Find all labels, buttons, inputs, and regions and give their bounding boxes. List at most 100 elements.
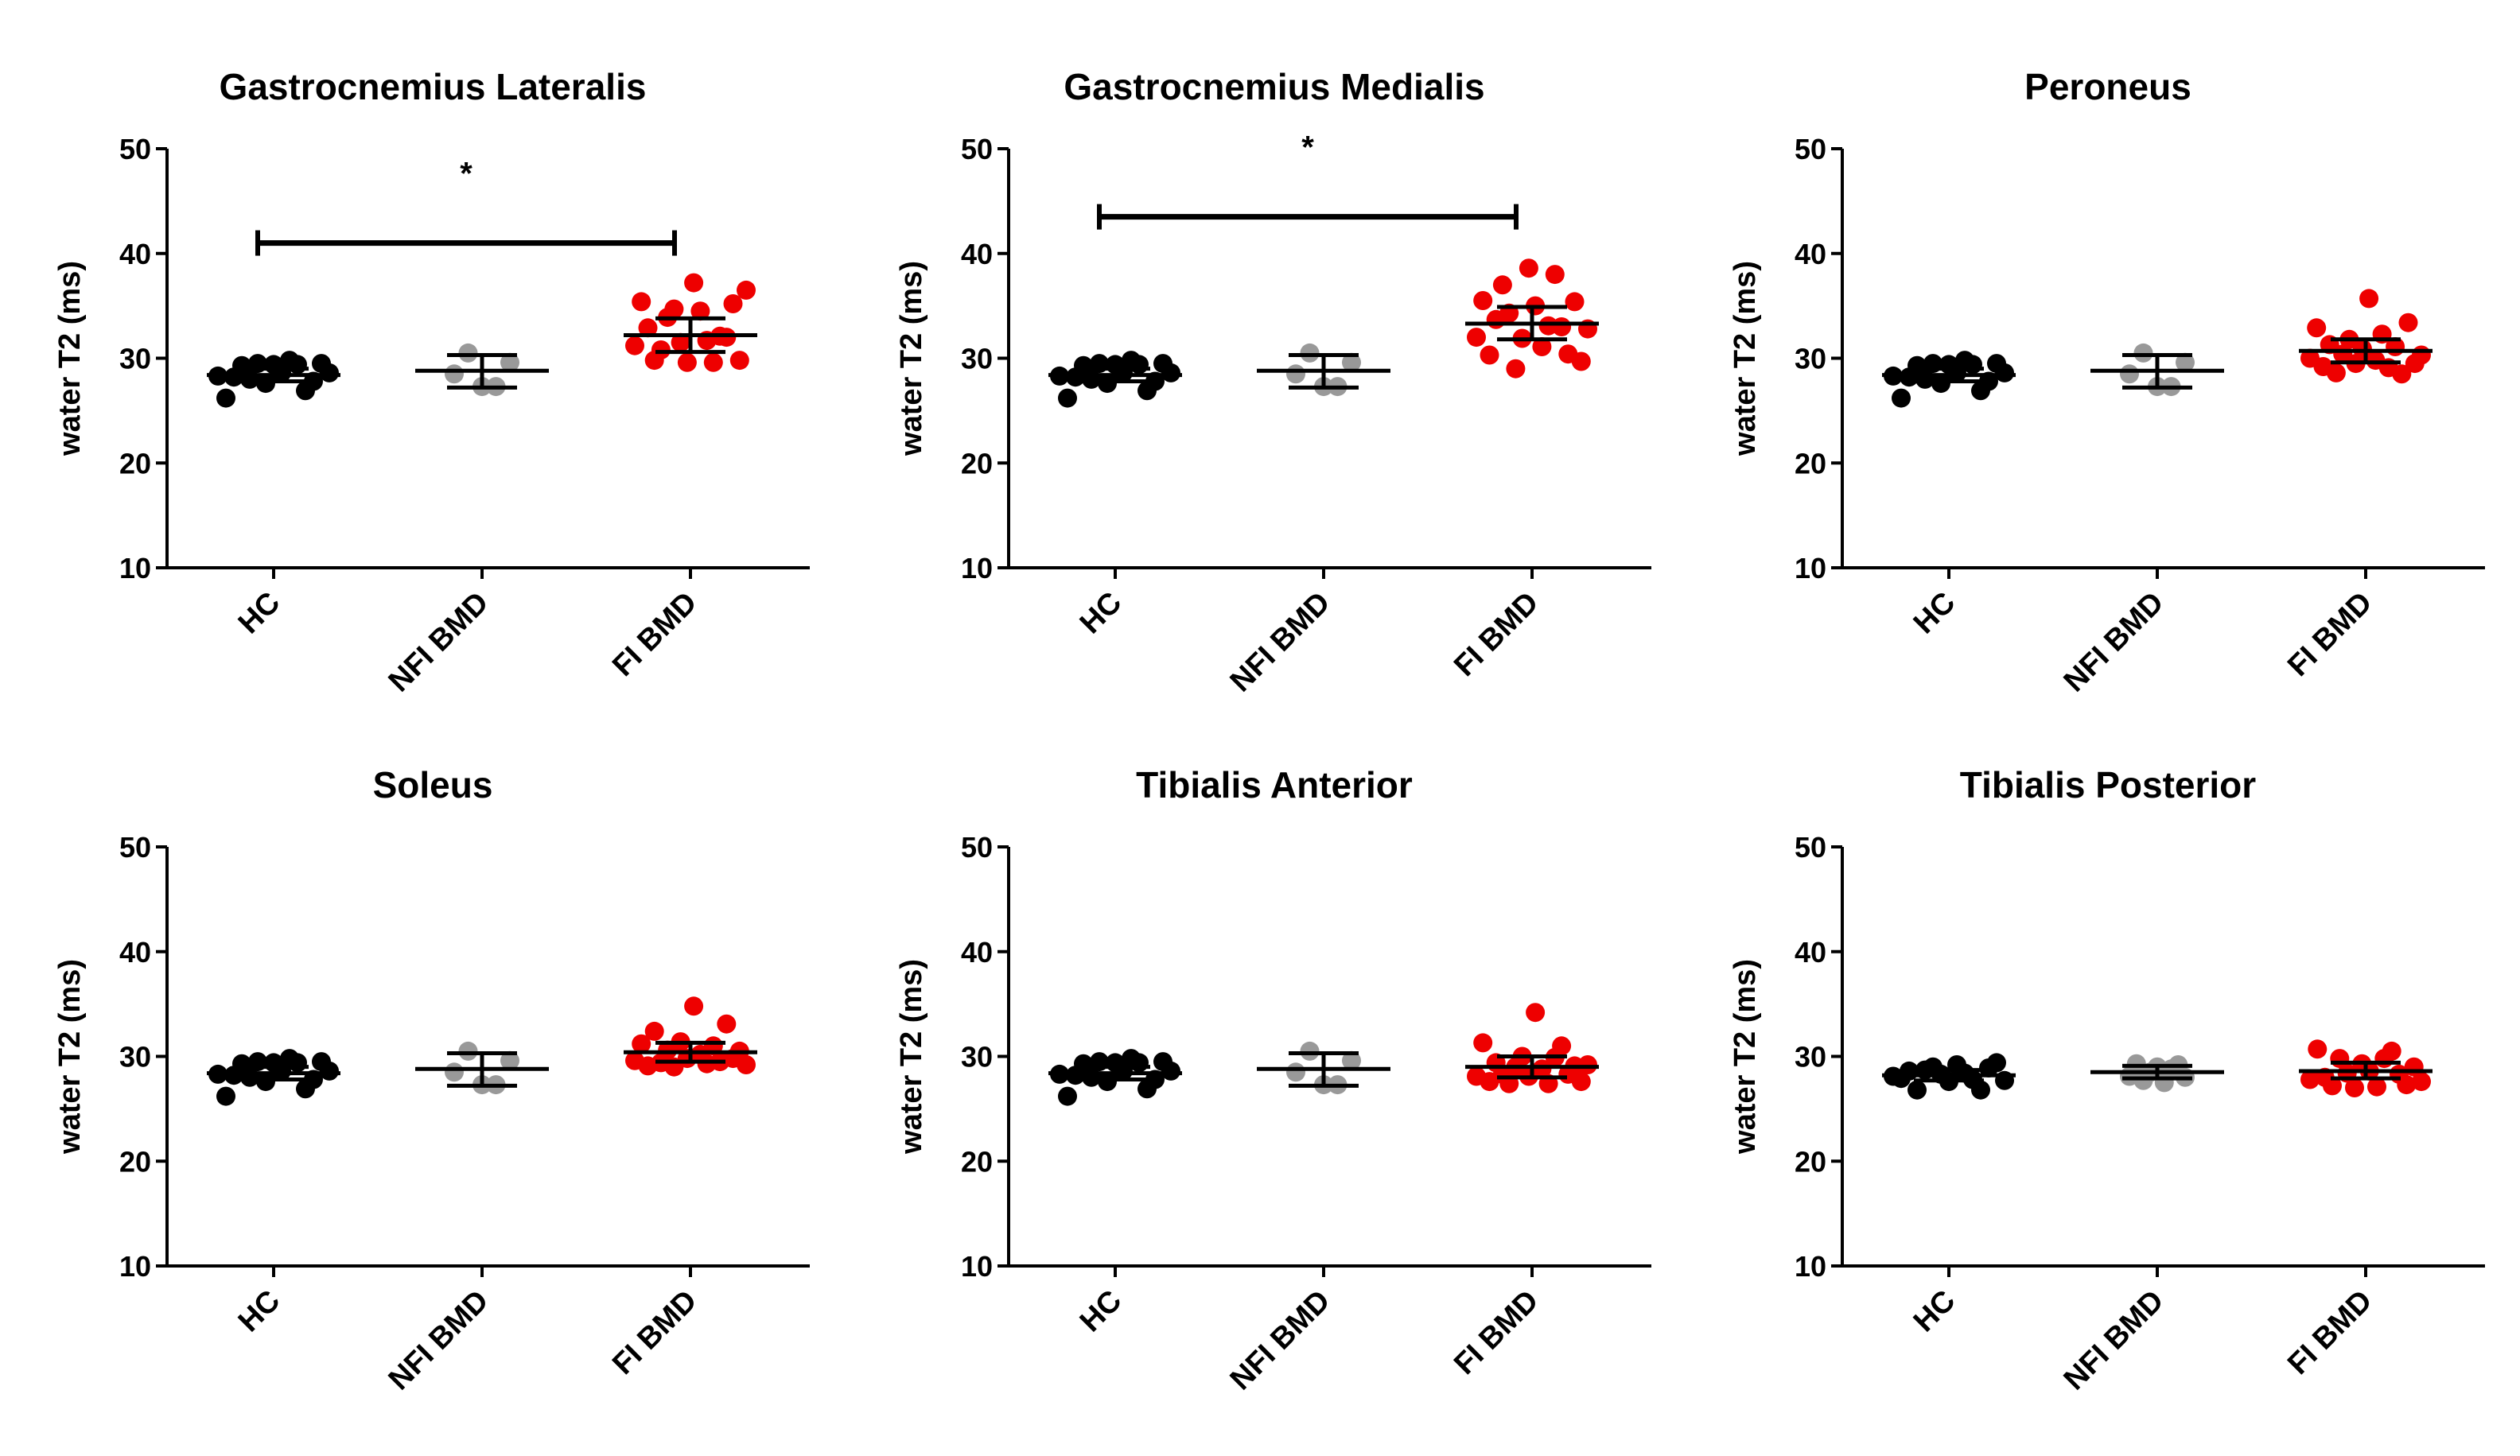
data-point bbox=[1492, 275, 1512, 295]
data-point bbox=[500, 1050, 519, 1070]
data-point bbox=[1532, 1059, 1552, 1079]
chart-title: Gastrocnemius Lateralis bbox=[220, 66, 647, 107]
data-point bbox=[1161, 363, 1180, 382]
data-point bbox=[458, 343, 478, 363]
data-point bbox=[2133, 343, 2153, 363]
data-point bbox=[2323, 1076, 2342, 1096]
data-point bbox=[1506, 359, 1526, 379]
data-point bbox=[500, 352, 519, 372]
data-point bbox=[1892, 388, 1911, 408]
data-point bbox=[1908, 1080, 1927, 1100]
series-hc bbox=[1882, 351, 2016, 408]
data-point bbox=[1161, 1061, 1180, 1081]
data-point bbox=[677, 352, 697, 372]
data-point bbox=[1130, 355, 1149, 375]
data-point bbox=[717, 1014, 737, 1034]
data-point bbox=[703, 352, 723, 372]
chart-tibialis-posterior: Tibialis Posterior water T2 (ms) 10 20 30 40 5… bbox=[1729, 764, 2485, 1396]
x-tick-label: HC bbox=[1908, 586, 1962, 641]
data-point bbox=[1098, 374, 1117, 394]
y-tick-label: 40 bbox=[1795, 238, 1826, 270]
y-tick-label: 20 bbox=[119, 1145, 151, 1178]
data-point bbox=[2126, 1054, 2146, 1074]
series-hc bbox=[207, 1049, 340, 1106]
chart-gastrocnemius-medialis: Gastrocnemius Medialis water T2 (ms) 10 20 3… bbox=[895, 66, 1651, 698]
data-point bbox=[1286, 1062, 1305, 1082]
series-hc bbox=[1048, 351, 1182, 408]
series-nfi-bmd bbox=[1257, 1041, 1390, 1095]
data-point bbox=[1552, 1036, 1572, 1056]
data-point bbox=[1545, 265, 1565, 285]
data-point bbox=[1526, 1003, 1546, 1023]
y-tick-label: 50 bbox=[1795, 831, 1826, 864]
y-tick-label: 50 bbox=[119, 831, 151, 864]
series-hc bbox=[1882, 1053, 2016, 1100]
chart-gastrocnemius-lateralis: Gastrocnemius Lateralis water T2 (ms) 10 20… bbox=[53, 66, 810, 698]
chart-title: Tibialis Anterior bbox=[1136, 764, 1413, 806]
data-point bbox=[2392, 364, 2412, 384]
data-point bbox=[445, 364, 464, 384]
chart-title: Tibialis Posterior bbox=[1960, 764, 2256, 806]
y-axis-label: water T2 (ms) bbox=[1729, 261, 1762, 456]
data-point bbox=[1286, 364, 1305, 384]
data-point bbox=[1571, 351, 1591, 371]
y-tick-label: 10 bbox=[961, 552, 993, 584]
data-point bbox=[1995, 363, 2014, 382]
series-nfi-bmd bbox=[2090, 1054, 2224, 1093]
y-tick-label: 10 bbox=[1795, 1250, 1826, 1283]
data-point bbox=[1300, 1041, 1320, 1061]
data-point bbox=[445, 1062, 464, 1082]
y-tick-label: 30 bbox=[119, 343, 151, 375]
x-tick-label: NFI BMD bbox=[2058, 1284, 2171, 1397]
data-point bbox=[288, 355, 307, 375]
data-point bbox=[1342, 1050, 1361, 1070]
data-point bbox=[2398, 313, 2418, 332]
data-point bbox=[737, 1055, 756, 1074]
x-tick-label: NFI BMD bbox=[1224, 586, 1337, 699]
data-point bbox=[638, 318, 658, 338]
x-tick-label: NFI BMD bbox=[383, 586, 496, 699]
data-point bbox=[1473, 1033, 1493, 1053]
series-hc bbox=[1048, 1049, 1182, 1106]
data-point bbox=[288, 1053, 307, 1073]
series-fi-bmd bbox=[1465, 1003, 1599, 1093]
x-tick-label: FI BMD bbox=[1448, 586, 1545, 683]
data-point bbox=[2412, 345, 2431, 365]
significance-bracket: * bbox=[1097, 130, 1519, 230]
y-axis-label: water T2 (ms) bbox=[53, 959, 87, 1155]
y-tick-label: 50 bbox=[119, 133, 151, 165]
x-tick-label: FI BMD bbox=[1448, 1284, 1545, 1381]
x-tick-label: NFI BMD bbox=[1224, 1284, 1337, 1397]
y-tick-label: 10 bbox=[119, 552, 151, 584]
y-tick-label: 40 bbox=[961, 238, 993, 270]
data-point bbox=[684, 996, 704, 1016]
data-point bbox=[2345, 1078, 2364, 1097]
data-point bbox=[2120, 364, 2139, 384]
y-tick-label: 20 bbox=[961, 1145, 993, 1178]
data-point bbox=[1098, 1072, 1117, 1092]
data-point bbox=[664, 299, 684, 319]
x-tick-label: NFI BMD bbox=[383, 1284, 496, 1397]
data-point bbox=[1532, 337, 1552, 356]
significance-label: * bbox=[1301, 130, 1314, 165]
y-tick-label: 30 bbox=[119, 1041, 151, 1074]
y-tick-label: 40 bbox=[961, 936, 993, 969]
significance-bracket: * bbox=[255, 157, 677, 256]
series-fi-bmd bbox=[624, 996, 757, 1077]
data-point bbox=[256, 1072, 275, 1092]
data-point bbox=[1130, 1053, 1149, 1073]
data-point bbox=[1552, 317, 1572, 336]
series-nfi-bmd bbox=[1257, 343, 1390, 397]
data-point bbox=[632, 1034, 651, 1054]
x-tick-label: NFI BMD bbox=[2058, 586, 2171, 699]
series-fi-bmd bbox=[2299, 1039, 2432, 1097]
series-fi-bmd bbox=[2299, 289, 2432, 384]
data-point bbox=[256, 374, 275, 394]
data-point bbox=[717, 328, 737, 347]
y-tick-label: 10 bbox=[961, 1250, 993, 1283]
y-tick-label: 10 bbox=[1795, 552, 1826, 584]
chart-title: Peroneus bbox=[2024, 66, 2191, 107]
y-tick-label: 40 bbox=[119, 936, 151, 969]
data-point bbox=[1971, 1080, 1990, 1100]
data-point bbox=[1578, 1055, 1597, 1074]
